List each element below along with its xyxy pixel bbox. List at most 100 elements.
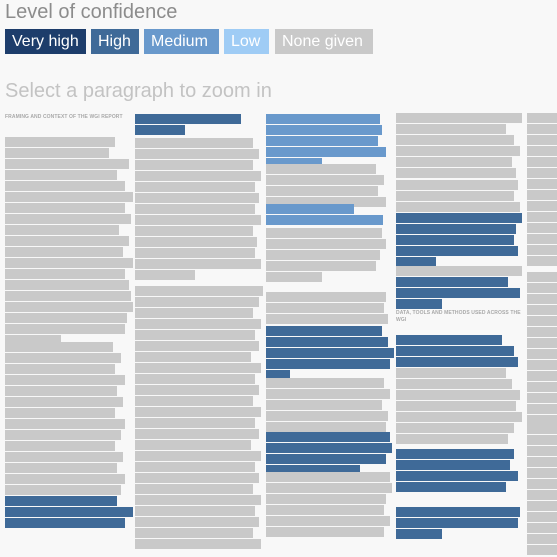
paragraph-line xyxy=(135,125,185,135)
paragraph-line xyxy=(396,213,522,223)
paragraph-line xyxy=(527,446,557,456)
legend-high-button[interactable]: High xyxy=(91,29,139,54)
paragraph-line xyxy=(5,324,125,334)
paragraph-line xyxy=(527,424,557,434)
paragraph-line xyxy=(135,539,261,549)
paragraph-line xyxy=(266,314,388,324)
paragraph-line xyxy=(527,327,557,337)
legend-low-button[interactable]: Low xyxy=(224,29,269,54)
paragraph-line xyxy=(266,389,390,399)
paragraph-line xyxy=(266,158,322,168)
paragraph-line xyxy=(5,441,115,451)
paragraph-line xyxy=(527,190,557,200)
paragraph-line xyxy=(396,412,522,422)
paragraph-line xyxy=(396,135,514,145)
paragraph-line xyxy=(266,516,390,526)
paragraph-line xyxy=(5,280,129,290)
paragraph-line xyxy=(135,330,255,340)
paragraph-line xyxy=(135,319,261,329)
paragraph-line xyxy=(396,113,522,123)
paragraph-line xyxy=(135,462,255,472)
paragraph-line xyxy=(266,454,386,464)
paragraph-line xyxy=(396,357,518,367)
paragraph-line xyxy=(135,138,253,148)
paragraph-line xyxy=(527,294,557,304)
paragraph-line xyxy=(527,371,557,381)
paragraph-line xyxy=(135,385,259,395)
paragraph-line xyxy=(396,246,518,256)
paragraph-line xyxy=(5,236,129,246)
paragraph-line xyxy=(527,360,557,370)
paragraph-line xyxy=(266,147,386,157)
paragraph-line xyxy=(396,124,506,134)
paragraph-line xyxy=(527,245,557,255)
paragraph-line xyxy=(396,180,518,190)
paragraph-line xyxy=(396,390,520,400)
paragraph-line xyxy=(5,507,133,517)
paragraph-line xyxy=(266,505,384,515)
paragraph-line xyxy=(527,283,557,293)
paragraph-line xyxy=(135,396,253,406)
paragraph-line xyxy=(5,408,115,418)
paragraph-line xyxy=(5,214,131,224)
paragraph-line xyxy=(527,415,557,425)
legend-medium-button[interactable]: Medium xyxy=(144,29,219,54)
paragraph-line xyxy=(266,400,382,410)
paragraph-line xyxy=(135,363,261,373)
paragraph-line xyxy=(527,201,557,211)
paragraph-line xyxy=(266,164,376,174)
paragraph-line xyxy=(266,422,386,432)
paragraph-line xyxy=(396,335,502,345)
paragraph-line xyxy=(396,157,512,167)
paragraph-line xyxy=(5,247,123,257)
paragraph-line xyxy=(527,113,557,123)
paragraph-line xyxy=(266,432,390,442)
paragraph-line xyxy=(135,286,263,296)
paragraph-line xyxy=(135,204,255,214)
paragraph-line xyxy=(5,364,115,374)
paragraph-line xyxy=(527,316,557,326)
paragraph-line xyxy=(5,302,133,312)
paragraph-line xyxy=(527,512,557,522)
paragraph-line xyxy=(527,501,557,511)
legend-none-given-button[interactable]: None given xyxy=(275,29,373,54)
paragraph-line xyxy=(266,215,383,225)
paragraph-line xyxy=(5,485,121,495)
paragraph-line xyxy=(266,125,382,135)
paragraph-line xyxy=(527,404,557,414)
paragraph-line xyxy=(396,146,520,156)
paragraph-line xyxy=(396,299,442,309)
paragraph-line xyxy=(266,527,384,537)
paragraph-line xyxy=(135,193,259,203)
paragraph-line xyxy=(266,348,394,358)
paragraph-line xyxy=(527,338,557,348)
paragraph-line xyxy=(5,342,113,352)
paragraph-line xyxy=(396,288,520,298)
paragraph-line xyxy=(5,375,125,385)
paragraph-line xyxy=(396,168,516,178)
paragraph-line xyxy=(5,159,129,169)
paragraph-line xyxy=(396,518,518,528)
legend-very-high-button[interactable]: Very high xyxy=(5,29,86,54)
paragraph-line xyxy=(396,401,516,411)
paragraph-line xyxy=(396,202,520,212)
paragraph-line xyxy=(527,234,557,244)
paragraph-line xyxy=(266,483,392,493)
paragraph-line xyxy=(5,353,121,363)
paragraph-line xyxy=(266,378,384,388)
paragraph-line xyxy=(135,352,251,362)
paragraph-line xyxy=(396,471,518,481)
paragraph-line xyxy=(135,407,261,417)
paragraph-line xyxy=(5,170,117,180)
paragraph-line xyxy=(527,490,557,500)
paragraph-line xyxy=(396,449,514,459)
paragraph-line xyxy=(135,517,259,527)
paragraph-line xyxy=(396,379,512,389)
paragraph-line xyxy=(135,429,259,439)
paragraph-line xyxy=(396,235,514,245)
paragraph-line xyxy=(527,305,557,315)
paragraph-line xyxy=(527,212,557,222)
paragraph-line xyxy=(5,181,125,191)
paragraph-line xyxy=(135,270,195,280)
paragraph-line xyxy=(396,191,514,201)
